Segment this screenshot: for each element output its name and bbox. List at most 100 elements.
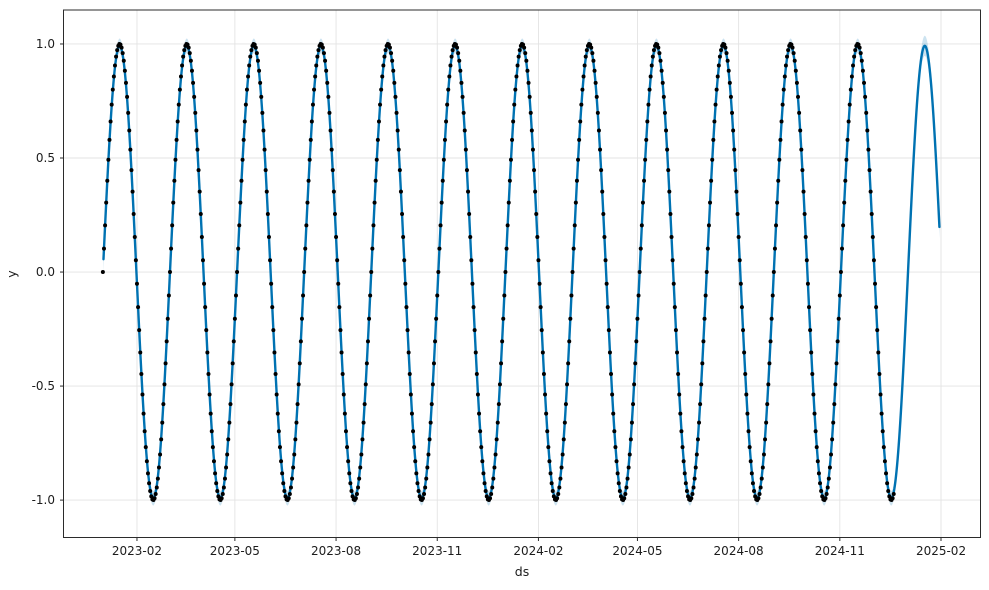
data-point	[848, 87, 853, 92]
grid-lines	[63, 10, 981, 538]
data-point	[107, 137, 112, 142]
data-point	[254, 51, 259, 56]
data-point	[148, 489, 153, 494]
data-point	[786, 48, 791, 53]
data-point	[882, 459, 887, 464]
data-point	[860, 68, 865, 73]
data-point	[155, 476, 160, 481]
data-point	[379, 87, 384, 92]
data-point	[306, 178, 311, 183]
data-point	[393, 94, 398, 99]
data-point	[671, 281, 676, 286]
data-point	[416, 489, 421, 494]
data-point	[491, 476, 496, 481]
data-point	[446, 87, 451, 92]
data-point	[640, 200, 645, 205]
data-point	[314, 63, 319, 68]
data-point	[809, 350, 814, 355]
data-point	[576, 157, 581, 162]
data-point	[703, 293, 708, 298]
data-point	[187, 51, 192, 56]
data-point	[277, 445, 282, 450]
data-point	[672, 305, 677, 310]
data-point	[423, 485, 428, 490]
data-point	[202, 281, 207, 286]
data-point	[115, 48, 120, 53]
data-point	[178, 74, 183, 79]
data-point	[648, 74, 653, 79]
y-tick-label: -1.0	[32, 493, 55, 507]
data-point	[830, 437, 835, 442]
data-point	[851, 63, 856, 68]
data-point	[646, 102, 651, 107]
x-tick-label: 2025-02	[916, 544, 966, 558]
data-point	[195, 147, 200, 152]
data-point	[794, 80, 799, 85]
data-point	[624, 485, 629, 490]
data-point	[614, 459, 619, 464]
data-point	[664, 128, 669, 133]
data-point	[568, 316, 573, 321]
x-tick-label: 2023-02	[112, 544, 162, 558]
data-point	[645, 119, 650, 124]
data-point	[749, 471, 754, 476]
data-point	[196, 168, 201, 173]
data-point	[660, 80, 665, 85]
data-point	[433, 339, 438, 344]
data-point	[424, 476, 429, 481]
data-point	[302, 270, 307, 275]
data-point	[793, 68, 798, 73]
data-point	[342, 411, 347, 416]
data-point	[569, 293, 574, 298]
data-point	[387, 45, 392, 50]
data-point	[144, 459, 149, 464]
data-point	[175, 119, 180, 124]
data-point	[188, 58, 193, 63]
data-point	[221, 485, 226, 490]
data-point	[398, 189, 403, 194]
data-point	[453, 42, 458, 47]
data-point	[258, 80, 263, 85]
y-tick-label: 0.0	[36, 265, 55, 279]
data-point	[288, 485, 293, 490]
data-point	[376, 119, 381, 124]
data-point	[631, 402, 636, 407]
data-point	[434, 316, 439, 321]
data-point	[789, 42, 794, 47]
data-point	[176, 102, 181, 107]
data-point	[237, 223, 242, 228]
data-point	[114, 54, 119, 59]
x-axis-label: ds	[515, 564, 529, 579]
data-point	[533, 189, 538, 194]
data-point	[595, 110, 600, 115]
data-point	[818, 481, 823, 486]
data-point	[339, 350, 344, 355]
data-point	[829, 452, 834, 457]
data-point	[549, 481, 554, 486]
data-point	[139, 372, 144, 376]
data-point	[473, 350, 478, 355]
data-point	[431, 361, 436, 366]
data-point	[459, 80, 464, 85]
data-point	[363, 382, 368, 387]
data-point	[169, 246, 174, 251]
data-point	[181, 54, 186, 59]
data-point	[265, 211, 270, 216]
data-point	[495, 420, 500, 425]
data-point	[644, 137, 649, 142]
data-point	[395, 128, 400, 133]
data-point	[361, 420, 366, 425]
data-point	[750, 481, 755, 486]
data-point	[362, 402, 367, 407]
data-point	[570, 270, 575, 275]
data-point	[580, 87, 585, 92]
data-point	[591, 58, 596, 63]
data-point	[247, 63, 252, 68]
data-point	[824, 492, 829, 496]
data-point	[270, 305, 275, 310]
data-point	[856, 42, 861, 47]
data-point	[841, 223, 846, 228]
data-point	[448, 63, 453, 68]
data-point	[231, 339, 236, 344]
